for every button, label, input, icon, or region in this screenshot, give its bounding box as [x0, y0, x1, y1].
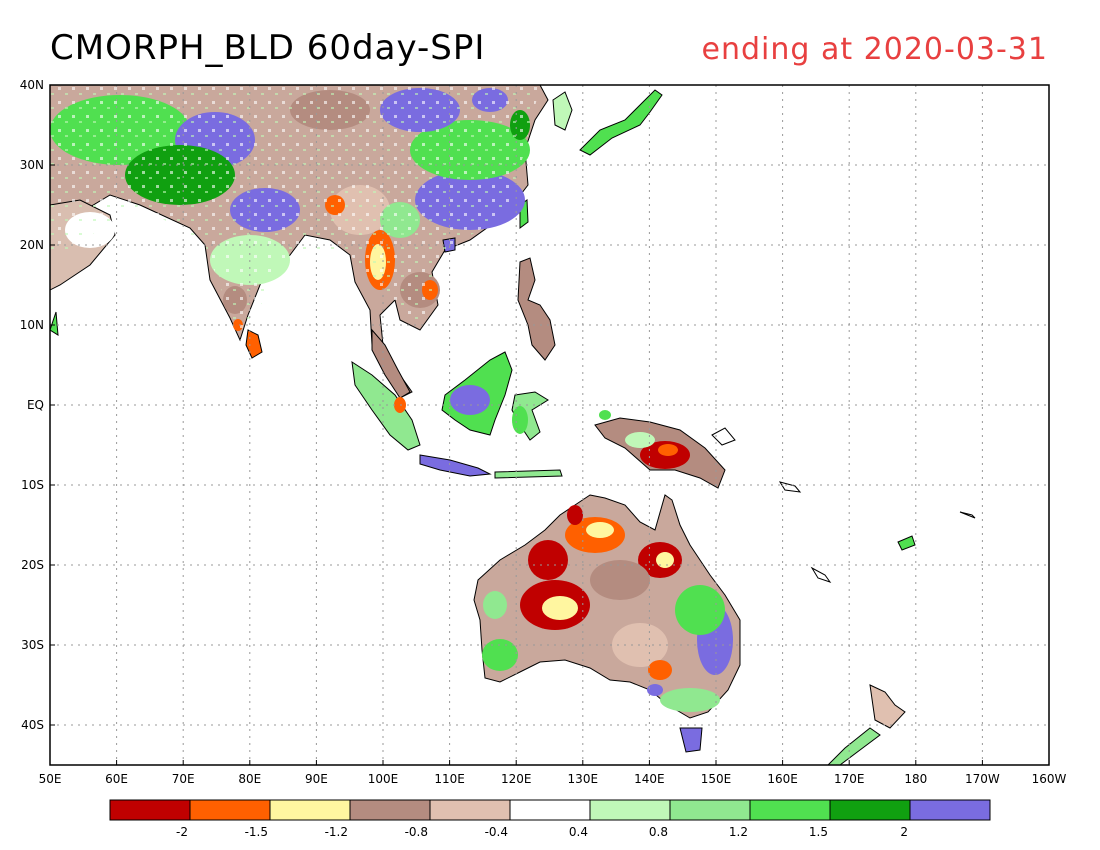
x-tick-label: 160E	[767, 772, 798, 786]
y-tick-label: 20N	[20, 238, 44, 252]
y-tick-label: 20S	[21, 558, 44, 572]
legend-swatch	[349, 799, 431, 821]
x-tick-label: 150E	[701, 772, 732, 786]
legend-swatch	[749, 799, 831, 821]
legend-label: -2	[176, 825, 188, 839]
x-tick-label: 140E	[634, 772, 665, 786]
map-title: CMORPH_BLD 60day-SPI	[50, 28, 486, 68]
map-subtitle: ending at 2020-03-31	[701, 32, 1048, 67]
x-tick-label: 90E	[305, 772, 328, 786]
y-axis-labels: 40N 30N 20N 10N EQ 10S 20S 30S 40S	[20, 78, 55, 732]
x-tick-label: 170W	[965, 772, 1000, 786]
legend-swatch	[829, 799, 911, 821]
legend-label: 2	[900, 825, 908, 839]
legend-swatch	[269, 799, 351, 821]
y-tick-label: 10S	[21, 478, 44, 492]
x-tick-label: 180	[904, 772, 927, 786]
y-tick-label: 40N	[20, 78, 44, 92]
legend-swatch	[189, 799, 271, 821]
x-tick-label: 170E	[834, 772, 865, 786]
legend-swatch	[589, 799, 671, 821]
color-legend: -2 -1.5 -1.2 -0.8 -0.4 0.4 0.8 1.2 1.5 2	[109, 799, 991, 839]
legend-label: -1.2	[325, 825, 348, 839]
x-tick-label: 110E	[434, 772, 465, 786]
legend-swatch	[429, 799, 511, 821]
x-tick-label: 160W	[1032, 772, 1067, 786]
y-tick-label: 10N	[20, 318, 44, 332]
legend-label: -0.4	[485, 825, 508, 839]
y-tick-label: EQ	[27, 398, 44, 412]
y-tick-label: 40S	[21, 718, 44, 732]
legend-label: -1.5	[245, 825, 268, 839]
x-tick-label: 120E	[501, 772, 532, 786]
x-tick-label: 80E	[238, 772, 261, 786]
legend-swatch	[669, 799, 751, 821]
map-frame	[49, 84, 1050, 766]
legend-swatch	[509, 799, 591, 821]
legend-label: 0.8	[649, 825, 668, 839]
legend-swatch	[909, 799, 991, 821]
legend-label: 1.2	[729, 825, 748, 839]
legend-label: 1.5	[809, 825, 828, 839]
x-tick-label: 130E	[568, 772, 599, 786]
y-tick-label: 30N	[20, 158, 44, 172]
x-axis-labels: 50E 60E 70E 80E 90E 100E 110E 120E 130E 140E 150E 1…	[39, 760, 1067, 786]
legend-swatch	[109, 799, 191, 821]
y-tick-label: 30S	[21, 638, 44, 652]
x-tick-label: 60E	[105, 772, 128, 786]
x-tick-label: 100E	[368, 772, 399, 786]
legend-label: 0.4	[569, 825, 588, 839]
x-tick-label: 50E	[39, 772, 62, 786]
land-layer	[50, 85, 976, 765]
x-tick-label: 70E	[172, 772, 195, 786]
grid-lines	[50, 85, 1049, 765]
legend-label: -0.8	[405, 825, 428, 839]
